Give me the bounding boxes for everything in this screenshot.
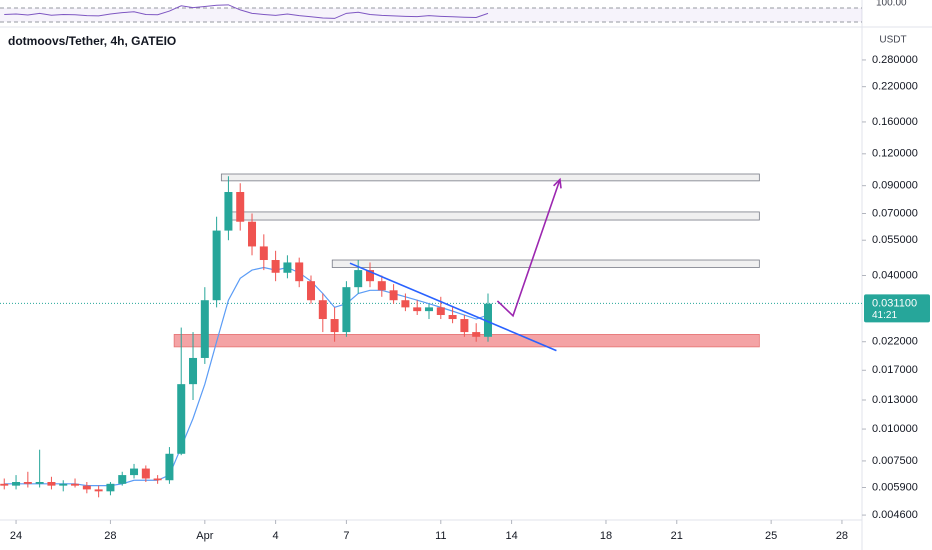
candle-body — [0, 483, 9, 486]
y-tick-label: 0.055000 — [872, 234, 918, 246]
x-tick-label: 14 — [505, 530, 517, 542]
y-tick-label: 0.120000 — [872, 148, 918, 160]
candle-body — [483, 303, 492, 337]
drawing-line — [349, 262, 557, 352]
candle-body — [436, 307, 445, 316]
candle-body — [271, 260, 280, 273]
candle-body — [413, 307, 422, 312]
y-tick-label: 0.017000 — [872, 364, 918, 376]
candle-body — [118, 475, 127, 484]
candle-body — [35, 482, 44, 484]
chart-title: dotmoovs/Tether, 4h, GATEIO — [8, 34, 176, 48]
x-tick-label: 24 — [10, 530, 22, 542]
x-tick-label: 11 — [435, 530, 446, 542]
candle-body — [401, 300, 410, 308]
y-tick-label: 0.090000 — [872, 180, 918, 192]
candle-body — [141, 468, 150, 479]
candle-body — [165, 453, 174, 481]
zone — [228, 211, 760, 221]
candle-body — [330, 319, 339, 333]
y-tick-label: 0.280000 — [872, 54, 918, 66]
candle-body — [47, 482, 56, 486]
candle-body — [153, 478, 162, 481]
y-tick-label: 0.007500 — [872, 455, 918, 467]
y-tick-label: 0.005900 — [872, 481, 918, 493]
last-price-badge — [864, 294, 930, 323]
candle-body — [377, 281, 386, 291]
y-tick-label: 0.022000 — [872, 336, 918, 348]
candle-body — [12, 482, 21, 486]
zone — [331, 259, 760, 268]
candle-body — [106, 483, 115, 492]
last-price-label: 0.031100 — [872, 297, 917, 309]
candle-body — [94, 489, 103, 492]
candle-body — [236, 192, 245, 222]
y-tick-label: 0.010000 — [872, 423, 918, 435]
rsi-label: 100.00 — [876, 0, 907, 9]
y-tick-label: 0.070000 — [872, 207, 918, 219]
candle-body — [354, 270, 363, 288]
y-tick-label: 0.040000 — [872, 269, 918, 281]
rsi-band — [0, 8, 862, 22]
candle-body — [424, 307, 433, 312]
candle-body — [448, 315, 457, 320]
candle-body — [318, 300, 327, 320]
candle-body — [189, 357, 198, 385]
candle-body — [59, 483, 68, 486]
candle-body — [283, 262, 292, 273]
candle-body — [212, 230, 221, 301]
y-tick-label: 0.160000 — [872, 116, 918, 128]
candle-body — [23, 482, 32, 484]
zone — [173, 334, 760, 348]
x-tick-label: 28 — [836, 530, 848, 542]
candle-body — [259, 246, 268, 261]
zone — [220, 173, 760, 182]
candle-body — [460, 319, 469, 333]
x-tick-label: 28 — [104, 530, 116, 542]
candle-body — [71, 483, 80, 486]
candle-body — [82, 485, 91, 490]
candle-body — [130, 468, 139, 476]
candle-body — [342, 287, 351, 333]
rsi-line — [4, 4, 489, 19]
y-tick-label: 0.013000 — [872, 394, 918, 406]
candle-body — [224, 192, 233, 231]
x-tick-label: 25 — [765, 530, 777, 542]
drawing-line — [496, 179, 561, 318]
candle-body — [366, 270, 375, 282]
y-tick-label: 0.220000 — [872, 81, 918, 93]
x-tick-label: 4 — [273, 530, 279, 542]
countdown: 41:21 — [872, 310, 897, 321]
candle-body — [472, 332, 481, 337]
x-tick-label: 21 — [671, 530, 683, 542]
x-tick-label: Apr — [196, 530, 213, 542]
arrow-head — [553, 177, 562, 189]
ema-line — [4, 266, 489, 487]
candle-body — [248, 221, 257, 247]
currency: USDT — [879, 35, 906, 46]
candle-body — [295, 262, 304, 282]
x-tick-label: 18 — [600, 530, 612, 542]
candle-body — [307, 281, 316, 301]
candle-body — [200, 300, 209, 358]
y-tick-label: 0.004600 — [872, 509, 918, 521]
candle-body — [389, 290, 398, 301]
x-tick-label: 7 — [343, 530, 349, 542]
candle-body — [177, 384, 186, 454]
